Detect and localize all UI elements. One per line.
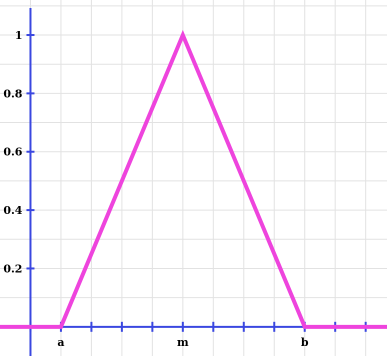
x-tick-label: m (177, 336, 189, 349)
triangle-series-line (0, 29, 387, 329)
y-tick-label: 0.6 (3, 146, 22, 159)
y-tick-label: 0.2 (3, 262, 22, 275)
series-layer (0, 29, 387, 329)
y-tick-label: 0.4 (3, 204, 22, 217)
y-tick-label: 0.8 (3, 87, 22, 100)
y-tick-label: 1 (15, 29, 23, 42)
x-tick-label: b (301, 336, 309, 349)
tick-labels: a m b 0.2 0.4 0.6 0.8 1 (3, 29, 309, 349)
x-tick-label: a (57, 336, 64, 349)
